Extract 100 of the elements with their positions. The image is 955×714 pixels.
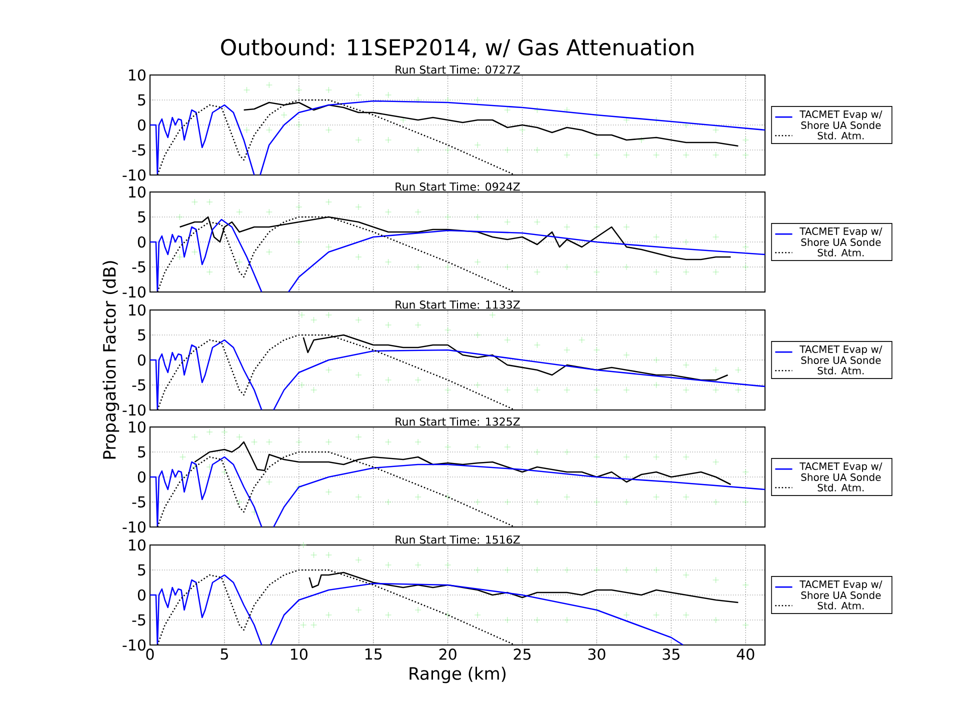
point <box>682 362 690 368</box>
point <box>653 152 660 158</box>
point <box>564 106 570 114</box>
y-tick-label: 5 <box>138 94 146 106</box>
text: Std. Atm. <box>818 132 864 140</box>
point <box>578 336 586 344</box>
point <box>623 352 630 358</box>
point <box>474 612 481 618</box>
y-tick-label: 0 <box>138 354 146 366</box>
point <box>444 326 452 334</box>
point <box>534 448 540 456</box>
point <box>564 152 570 158</box>
y-tick-label: -10 <box>122 521 146 533</box>
point <box>414 96 422 104</box>
point <box>638 136 645 144</box>
point <box>191 464 198 470</box>
point <box>326 552 332 558</box>
y-tick-label: 0 <box>138 119 146 131</box>
y-tick-label: -10 <box>122 286 146 298</box>
text: Std. Atm. <box>818 602 864 610</box>
point <box>355 606 362 614</box>
point <box>385 438 392 446</box>
point <box>564 494 570 500</box>
y-tick-label: 5 <box>138 564 146 576</box>
legend-label: TACMET Evap w/ Shore UA Sonde <box>800 462 882 481</box>
point <box>653 494 660 500</box>
y-tick-label: 10 <box>129 539 146 551</box>
point <box>176 214 183 220</box>
legend-label: TACMET Evap w/ Shore UA Sonde <box>800 580 882 599</box>
point <box>414 438 422 446</box>
point <box>355 494 362 500</box>
legend-label: TACMET Evap w/ Shore UA Sonde <box>800 227 882 246</box>
point <box>414 562 422 568</box>
x-axis-title: Range (km) <box>410 666 506 684</box>
point <box>712 126 720 134</box>
point <box>623 566 630 574</box>
point <box>206 428 213 436</box>
point <box>682 386 690 394</box>
point <box>623 454 630 460</box>
chart-title: Run Start Time: 1133Z <box>396 300 520 309</box>
point <box>296 238 302 246</box>
point <box>266 248 272 256</box>
chart-subtitle: Run Start Time: 0727Z <box>396 65 520 74</box>
point <box>414 376 422 384</box>
y-tick-label: 10 <box>129 304 146 316</box>
text: Std. Atm. <box>818 366 864 374</box>
point <box>326 198 332 206</box>
point <box>534 616 540 624</box>
point <box>414 146 422 154</box>
chart-title: Run Start Time: 1516Z <box>396 535 520 544</box>
point <box>296 438 302 446</box>
point <box>742 622 749 628</box>
point <box>712 498 720 506</box>
y-tick-label: 10 <box>129 421 146 433</box>
point <box>653 356 660 364</box>
point <box>296 122 302 128</box>
point <box>266 208 272 216</box>
point <box>474 444 481 450</box>
point <box>206 198 213 206</box>
point <box>298 382 306 388</box>
point <box>623 386 630 394</box>
point <box>385 498 392 506</box>
point <box>474 382 481 388</box>
point <box>653 234 660 240</box>
point <box>712 234 720 240</box>
point <box>236 498 243 506</box>
point <box>534 106 540 114</box>
point <box>504 106 511 114</box>
point <box>385 258 392 266</box>
point <box>534 218 540 226</box>
point <box>296 86 302 94</box>
point <box>414 494 422 500</box>
point <box>653 454 660 460</box>
point <box>623 264 630 270</box>
point <box>266 82 272 88</box>
point <box>594 268 600 276</box>
text: Std. Atm. <box>818 484 864 492</box>
point <box>474 332 481 338</box>
point <box>564 616 570 624</box>
point <box>474 258 481 266</box>
point <box>594 346 600 354</box>
point <box>310 552 318 558</box>
point <box>326 438 332 446</box>
point <box>310 386 318 394</box>
point <box>534 268 540 276</box>
point <box>326 126 332 134</box>
y-axis-title: Propagation Factor (dB) <box>102 261 120 459</box>
point <box>564 346 570 354</box>
point <box>623 152 630 158</box>
point <box>444 562 452 568</box>
point <box>444 612 452 618</box>
point <box>564 386 570 394</box>
point <box>712 152 720 158</box>
point <box>504 336 511 344</box>
point <box>221 428 228 436</box>
point <box>280 112 288 118</box>
point <box>534 386 540 394</box>
point <box>564 566 570 574</box>
x-tick-label: 35 <box>662 648 680 660</box>
point <box>504 146 511 154</box>
